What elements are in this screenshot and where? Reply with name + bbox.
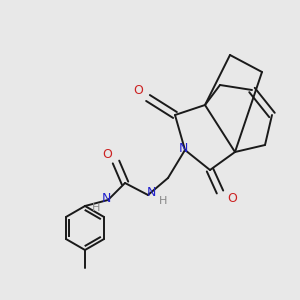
Text: N: N [101,191,111,205]
Text: N: N [146,187,156,200]
Text: H: H [92,203,100,213]
Text: O: O [227,191,237,205]
Text: N: N [178,142,188,154]
Text: O: O [133,83,143,97]
Text: O: O [102,148,112,160]
Text: H: H [159,196,167,206]
